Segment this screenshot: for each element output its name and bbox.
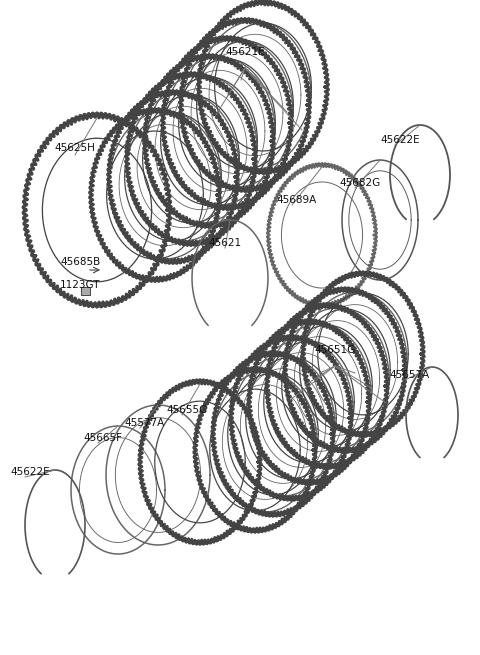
Text: 45622E: 45622E [10,467,50,477]
Text: 45621: 45621 [208,238,241,248]
Text: 45622E: 45622E [380,135,420,145]
Text: 45657A: 45657A [390,370,430,380]
Bar [81,287,90,295]
Text: 45665F: 45665F [84,433,122,443]
Text: 45682G: 45682G [339,178,381,188]
Text: 45689A: 45689A [277,195,317,205]
Text: 45651G: 45651G [314,345,356,355]
Text: 45685B: 45685B [60,257,100,267]
Text: 45621E: 45621E [225,47,265,57]
Text: 45655G: 45655G [167,405,208,415]
Text: 1123GT: 1123GT [60,280,100,290]
Text: 45577A: 45577A [125,418,165,428]
Text: 45625H: 45625H [55,143,96,153]
